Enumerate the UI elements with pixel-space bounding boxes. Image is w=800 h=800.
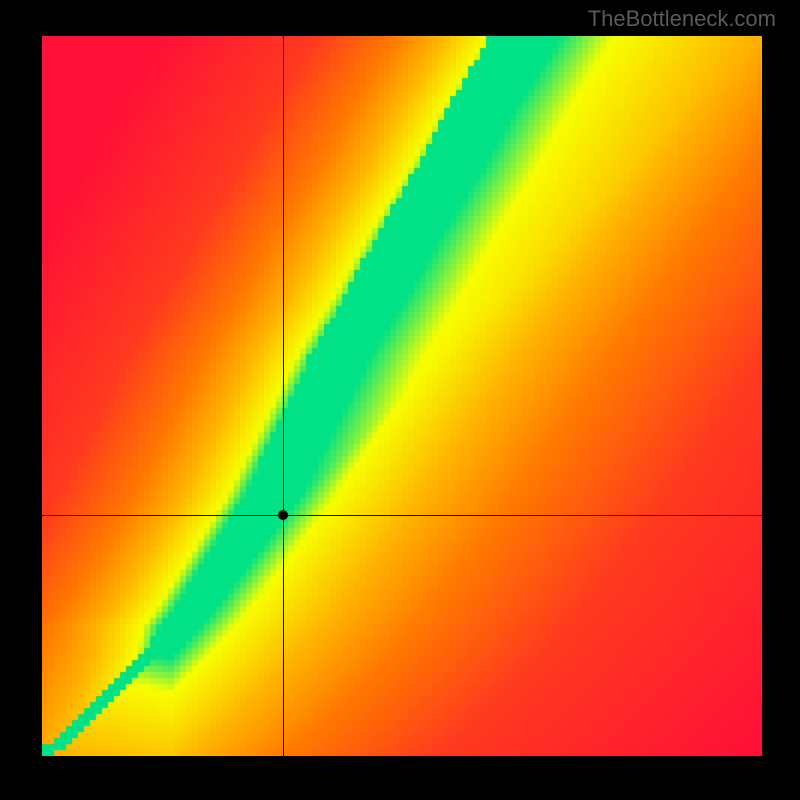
crosshair-marker-dot	[278, 510, 288, 520]
watermark-text: TheBottleneck.com	[588, 6, 776, 32]
crosshair-horizontal	[42, 515, 762, 516]
heatmap-canvas	[42, 36, 762, 756]
heatmap-plot	[42, 36, 762, 756]
crosshair-vertical	[283, 36, 284, 756]
